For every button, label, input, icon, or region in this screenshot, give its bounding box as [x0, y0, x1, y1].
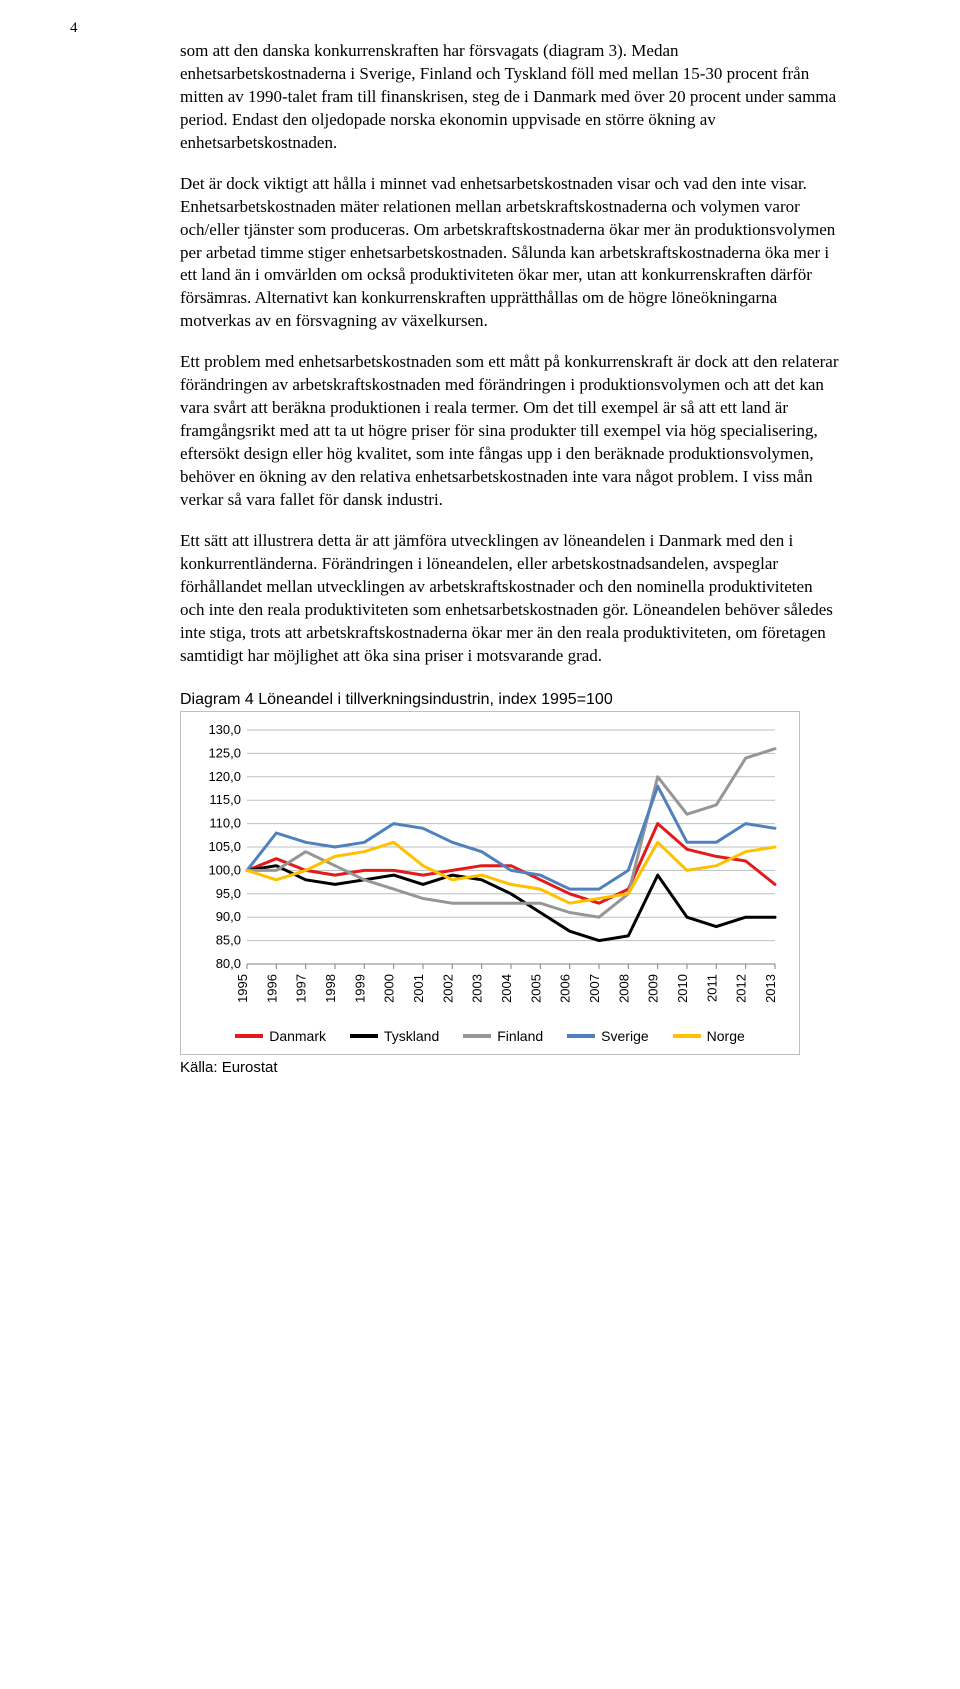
legend-label: Danmark [269, 1028, 326, 1044]
svg-text:125,0: 125,0 [208, 746, 241, 761]
svg-text:95,0: 95,0 [216, 886, 241, 901]
chart-title-rest: Löneandel i tillverkningsindustrin, inde… [254, 691, 613, 708]
chart-title: Diagram 4 Löneandel i tillverkningsindus… [180, 691, 840, 709]
svg-text:2005: 2005 [528, 974, 543, 1003]
page-number: 4 [70, 20, 78, 37]
svg-text:2003: 2003 [470, 974, 485, 1003]
svg-text:1999: 1999 [352, 974, 367, 1003]
svg-text:90,0: 90,0 [216, 910, 241, 925]
legend-label: Tyskland [384, 1028, 439, 1044]
chart-title-prefix: Diagram 4 [180, 691, 254, 708]
svg-text:1996: 1996 [264, 974, 279, 1003]
svg-text:85,0: 85,0 [216, 933, 241, 948]
svg-text:2010: 2010 [675, 974, 690, 1003]
legend-label: Finland [497, 1028, 543, 1044]
legend-item: Sverige [567, 1028, 648, 1044]
legend-item: Norge [673, 1028, 745, 1044]
svg-text:2009: 2009 [646, 974, 661, 1003]
legend-swatch [463, 1034, 491, 1038]
svg-text:1995: 1995 [235, 974, 250, 1003]
svg-text:1998: 1998 [323, 974, 338, 1003]
legend-swatch [567, 1034, 595, 1038]
paragraph-4: Ett sätt att illustrera detta är att jäm… [180, 530, 840, 668]
legend-item: Finland [463, 1028, 543, 1044]
legend-swatch [235, 1034, 263, 1038]
svg-text:2011: 2011 [704, 974, 719, 1002]
svg-text:2002: 2002 [440, 974, 455, 1003]
paragraph-3: Ett problem med enhetsarbetskostnaden so… [180, 351, 840, 512]
svg-text:2012: 2012 [734, 974, 749, 1003]
legend-item: Danmark [235, 1028, 326, 1044]
svg-text:105,0: 105,0 [208, 839, 241, 854]
paragraph-1: som att den danska konkurrenskraften har… [180, 40, 840, 155]
svg-text:110,0: 110,0 [209, 816, 241, 831]
chart-container: 80,0 85,0 90,0 95,0 100,0 105,0 110,0 115,0 120,… [180, 711, 800, 1055]
svg-text:100,0: 100,0 [208, 863, 241, 878]
line-chart: 80,0 85,0 90,0 95,0 100,0 105,0 110,0 115,0 120,… [195, 722, 785, 1022]
svg-text:2007: 2007 [587, 974, 602, 1003]
svg-text:2006: 2006 [558, 974, 573, 1003]
svg-text:2008: 2008 [616, 974, 631, 1003]
svg-text:2000: 2000 [382, 974, 397, 1003]
svg-text:1997: 1997 [294, 974, 309, 1003]
chart-source: Källa: Eurostat [180, 1059, 840, 1076]
svg-text:120,0: 120,0 [208, 769, 241, 784]
legend-swatch [673, 1034, 701, 1038]
svg-text:2013: 2013 [763, 974, 778, 1003]
svg-text:2004: 2004 [499, 974, 514, 1003]
svg-text:2001: 2001 [411, 974, 426, 1003]
legend-label: Norge [707, 1028, 745, 1044]
svg-text:80,0: 80,0 [216, 956, 241, 971]
svg-text:115,0: 115,0 [209, 793, 241, 808]
chart-legend: Danmark Tyskland Finland Sverige Norge [195, 1028, 785, 1044]
legend-swatch [350, 1034, 378, 1038]
svg-text:130,0: 130,0 [208, 722, 241, 737]
legend-label: Sverige [601, 1028, 648, 1044]
legend-item: Tyskland [350, 1028, 439, 1044]
paragraph-2: Det är dock viktigt att hålla i minnet v… [180, 173, 840, 334]
